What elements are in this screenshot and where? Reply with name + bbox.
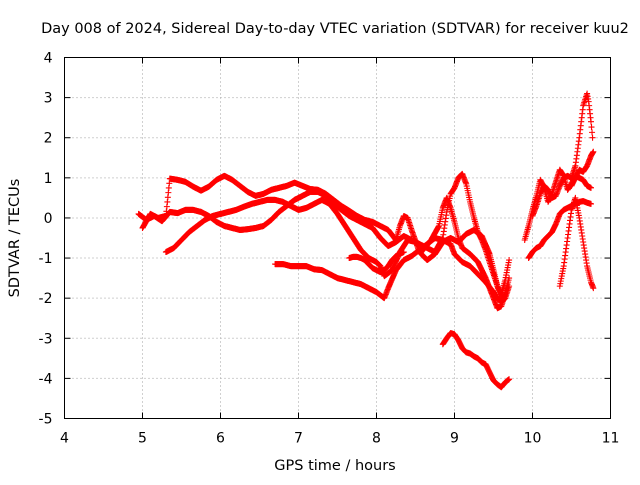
data-marks (135, 90, 597, 391)
y-tick-label: 3 (44, 91, 53, 107)
x-tick-label: 5 (138, 431, 147, 447)
data-series (346, 249, 407, 276)
y-tick-label: -2 (39, 291, 53, 307)
data-point (506, 275, 513, 282)
x-axis-title: GPS time / hours (274, 458, 395, 474)
x-tick-label: 8 (372, 431, 381, 447)
y-tick-label: -4 (39, 371, 53, 387)
data-series (568, 148, 597, 189)
y-axis: -5 -4 -3 -2 -1 0 1 2 3 4 (39, 51, 611, 428)
data-series (439, 330, 513, 391)
x-tick-label: 7 (294, 431, 303, 447)
data-point (400, 249, 407, 256)
data-point (589, 134, 596, 141)
data-series (162, 194, 513, 312)
data-point (590, 285, 597, 292)
y-tick-label: -1 (39, 251, 53, 267)
chart-title: Day 008 of 2024, Sidereal Day-to-day VTE… (41, 21, 629, 37)
y-tick-label: 0 (44, 211, 53, 227)
y-axis-title: SDTVAR / TECUs (7, 179, 23, 298)
x-tick-label: 4 (60, 431, 69, 447)
y-tick-label: -3 (39, 331, 53, 347)
plot-frame (64, 57, 611, 419)
grid (64, 57, 611, 419)
data-series (272, 235, 509, 306)
y-tick-label: 2 (44, 131, 53, 147)
data-point (590, 148, 597, 155)
data-point (588, 184, 594, 191)
data-point (589, 129, 596, 136)
y-tick-label: -5 (39, 412, 53, 428)
data-point (502, 291, 509, 298)
data-point (588, 124, 595, 131)
data-series (529, 90, 596, 219)
data-point (588, 118, 594, 125)
data-point (506, 257, 513, 264)
x-tick-label: 10 (524, 431, 542, 447)
y-tick-label: 1 (44, 171, 53, 187)
x-tick-label: 9 (450, 431, 459, 447)
data-series (556, 194, 597, 292)
x-tick-label: 11 (602, 431, 620, 447)
y-tick-label: 4 (44, 51, 53, 67)
x-tick-label: 6 (216, 431, 225, 447)
data-point (506, 376, 513, 383)
x-axis: 4 5 6 7 8 9 10 11 (60, 57, 620, 447)
data-point (588, 200, 594, 207)
